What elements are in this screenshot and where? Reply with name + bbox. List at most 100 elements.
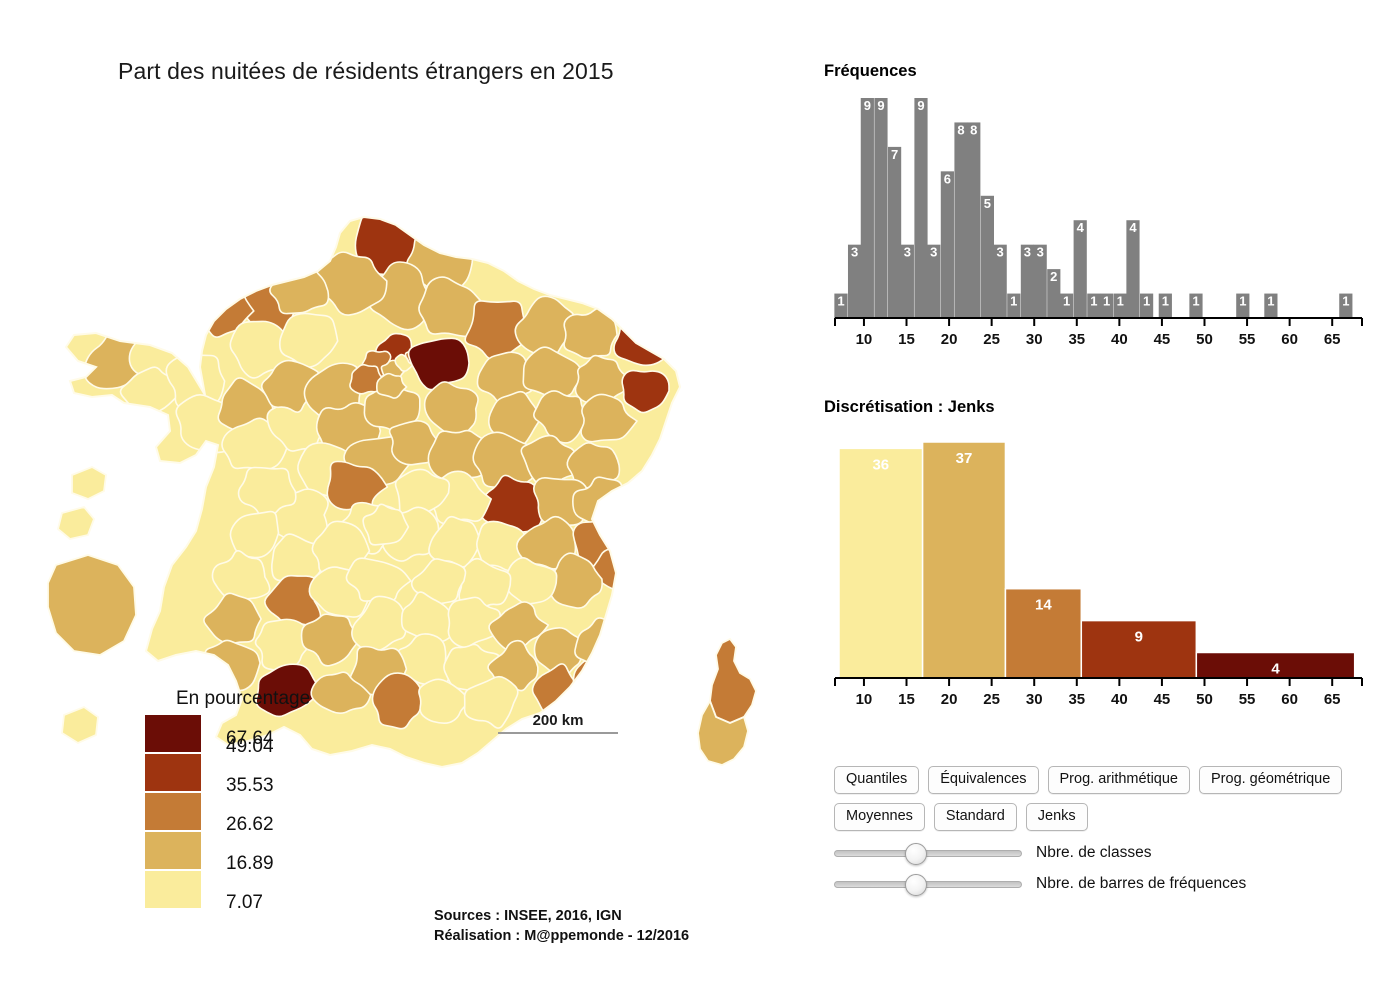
histogram-bar[interactable]: 5 bbox=[980, 195, 994, 318]
nbre-classes-slider[interactable] bbox=[834, 842, 1022, 865]
histogram-bar[interactable]: 1 bbox=[1113, 293, 1127, 318]
method-button-moyennes[interactable]: Moyennes bbox=[834, 803, 925, 831]
department-polygon-haute-corse[interactable] bbox=[709, 637, 757, 724]
department-polygon[interactable] bbox=[351, 595, 407, 653]
department-polygon[interactable] bbox=[278, 312, 339, 369]
department-polygon[interactable] bbox=[447, 596, 501, 648]
department-polygon[interactable] bbox=[255, 663, 323, 718]
x-axis-tick-label: 20 bbox=[941, 691, 958, 708]
department-polygon[interactable] bbox=[211, 550, 271, 601]
histogram-bar[interactable]: 7 bbox=[888, 146, 902, 318]
histogram-bar[interactable]: 2 bbox=[1047, 269, 1061, 318]
method-button-standard[interactable]: Standard bbox=[933, 803, 1017, 831]
nbre-barres-slider[interactable] bbox=[834, 873, 1022, 896]
choropleth-map[interactable] bbox=[0, 95, 820, 795]
histogram-bar[interactable]: 3 bbox=[900, 244, 914, 318]
legend-item: 7.07 bbox=[144, 870, 474, 913]
histogram-bar[interactable]: 1 bbox=[834, 293, 848, 318]
legend-swatch bbox=[144, 831, 202, 870]
histogram-bar[interactable]: 1 bbox=[1158, 293, 1172, 318]
nbre-classes-slider-handle[interactable] bbox=[904, 842, 927, 865]
department-polygon[interactable] bbox=[203, 592, 262, 645]
histogram-bar[interactable]: 4 bbox=[1126, 220, 1140, 318]
department-polygon[interactable] bbox=[371, 672, 424, 730]
histogram-bar[interactable]: 1 bbox=[1339, 293, 1353, 318]
histogram-bar[interactable]: 1 bbox=[1007, 293, 1021, 318]
frequency-histogram[interactable]: 1 3 9 9 7 3 9 3 6 8 8 5 3 1 3 3 2 1 4 1 1 1 4 1 1 1 1 1 1 10 15 20 25 30 3… bbox=[820, 80, 1400, 355]
department-polygon[interactable] bbox=[514, 295, 577, 358]
department-polygon[interactable] bbox=[606, 670, 661, 716]
x-axis-tick-label: 55 bbox=[1239, 331, 1256, 348]
jenks-class-bar[interactable]: 4 bbox=[1195, 651, 1356, 679]
department-polygon[interactable] bbox=[608, 512, 663, 558]
department-polygon[interactable] bbox=[300, 613, 364, 667]
department-polygon[interactable] bbox=[572, 654, 628, 713]
department-polygon[interactable] bbox=[229, 510, 280, 559]
department-polygon[interactable] bbox=[427, 429, 489, 480]
department-polygon[interactable] bbox=[376, 372, 408, 399]
jenks-class-chart-svg[interactable]: 36 37 14 9 4 10 15 20 25 30 35 40 45 50 55 60 65 bbox=[820, 420, 1400, 720]
method-button-quantiles[interactable]: Quantiles bbox=[834, 766, 920, 794]
histogram-bar[interactable]: 1 bbox=[1099, 293, 1114, 318]
department-polygon[interactable] bbox=[463, 675, 519, 729]
legend-title: En pourcentage bbox=[176, 688, 311, 709]
overseas-department-2[interactable] bbox=[56, 505, 96, 540]
france-departments-svg[interactable] bbox=[0, 95, 820, 795]
histogram-bar[interactable]: 3 bbox=[1033, 244, 1047, 318]
department-polygon[interactable] bbox=[533, 390, 591, 444]
histogram-bar[interactable]: 1 bbox=[1140, 293, 1154, 318]
histogram-bar[interactable]: 9 bbox=[874, 98, 888, 318]
jenks-class-bar[interactable]: 37 bbox=[921, 441, 1007, 679]
overseas-department-1[interactable] bbox=[71, 466, 107, 500]
histogram-bar[interactable]: 8 bbox=[967, 122, 981, 318]
histogram-bar[interactable]: 3 bbox=[847, 244, 862, 318]
histogram-bar[interactable]: 3 bbox=[993, 244, 1007, 318]
department-polygon[interactable] bbox=[649, 647, 704, 701]
department-polygons[interactable] bbox=[83, 210, 704, 730]
histogram-bar[interactable]: 1 bbox=[1059, 293, 1074, 318]
method-button-quivalences[interactable]: Équivalences bbox=[928, 766, 1039, 794]
department-polygon[interactable] bbox=[388, 420, 439, 466]
department-polygon[interactable] bbox=[533, 476, 589, 527]
jenks-class-bar[interactable]: 36 bbox=[838, 447, 924, 679]
department-polygon[interactable] bbox=[621, 369, 670, 414]
histogram-bar-value: 3 bbox=[997, 245, 1004, 260]
histogram-bar[interactable]: 9 bbox=[860, 98, 874, 318]
department-polygon[interactable] bbox=[615, 628, 671, 677]
legend-value: 7.07 bbox=[226, 892, 263, 913]
department-polygon-corse-du-sud[interactable] bbox=[697, 698, 749, 766]
histogram-bar[interactable]: 8 bbox=[954, 122, 968, 318]
histogram-bar[interactable]: 3 bbox=[927, 244, 941, 318]
histogram-bar[interactable]: 1 bbox=[1189, 293, 1203, 318]
histogram-bar[interactable]: 1 bbox=[1236, 293, 1250, 318]
histogram-bar[interactable]: 9 bbox=[914, 98, 928, 318]
jenks-class-bar[interactable]: 14 bbox=[1004, 587, 1083, 679]
histogram-bar[interactable]: 1 bbox=[1087, 293, 1101, 318]
overseas-department-3[interactable] bbox=[47, 554, 137, 656]
method-button-prog-arithm-tique[interactable]: Prog. arithmétique bbox=[1047, 766, 1190, 794]
jenks-class-chart[interactable]: 36 37 14 9 4 10 15 20 25 30 35 40 45 50 55 60 65 bbox=[820, 420, 1400, 720]
department-polygon[interactable] bbox=[580, 393, 638, 443]
x-axis-tick-label: 50 bbox=[1196, 691, 1213, 708]
histogram-bar[interactable]: 6 bbox=[940, 171, 954, 318]
department-polygon[interactable] bbox=[362, 503, 410, 546]
method-button-prog-g-om-trique[interactable]: Prog. géométrique bbox=[1199, 766, 1343, 794]
department-polygon[interactable] bbox=[237, 466, 297, 518]
legend-value: 26.62 bbox=[226, 814, 274, 835]
histogram-bar[interactable]: 1 bbox=[1264, 293, 1278, 318]
department-polygon[interactable] bbox=[310, 671, 372, 715]
department-polygon[interactable] bbox=[563, 307, 618, 360]
department-polygon[interactable] bbox=[418, 678, 472, 725]
jenks-class-bar[interactable]: 9 bbox=[1080, 619, 1198, 679]
histogram-bar[interactable]: 3 bbox=[1020, 244, 1035, 318]
department-polygon[interactable] bbox=[622, 588, 678, 636]
department-polygon[interactable] bbox=[264, 574, 322, 627]
nbre-barres-slider-handle[interactable] bbox=[904, 873, 927, 896]
method-button-jenks[interactable]: Jenks bbox=[1025, 803, 1088, 831]
department-polygon[interactable] bbox=[410, 558, 467, 605]
department-polygon[interactable] bbox=[488, 601, 550, 652]
histogram-bar[interactable]: 4 bbox=[1073, 220, 1087, 318]
overseas-department-4[interactable] bbox=[61, 705, 99, 745]
department-polygon[interactable] bbox=[349, 363, 384, 395]
